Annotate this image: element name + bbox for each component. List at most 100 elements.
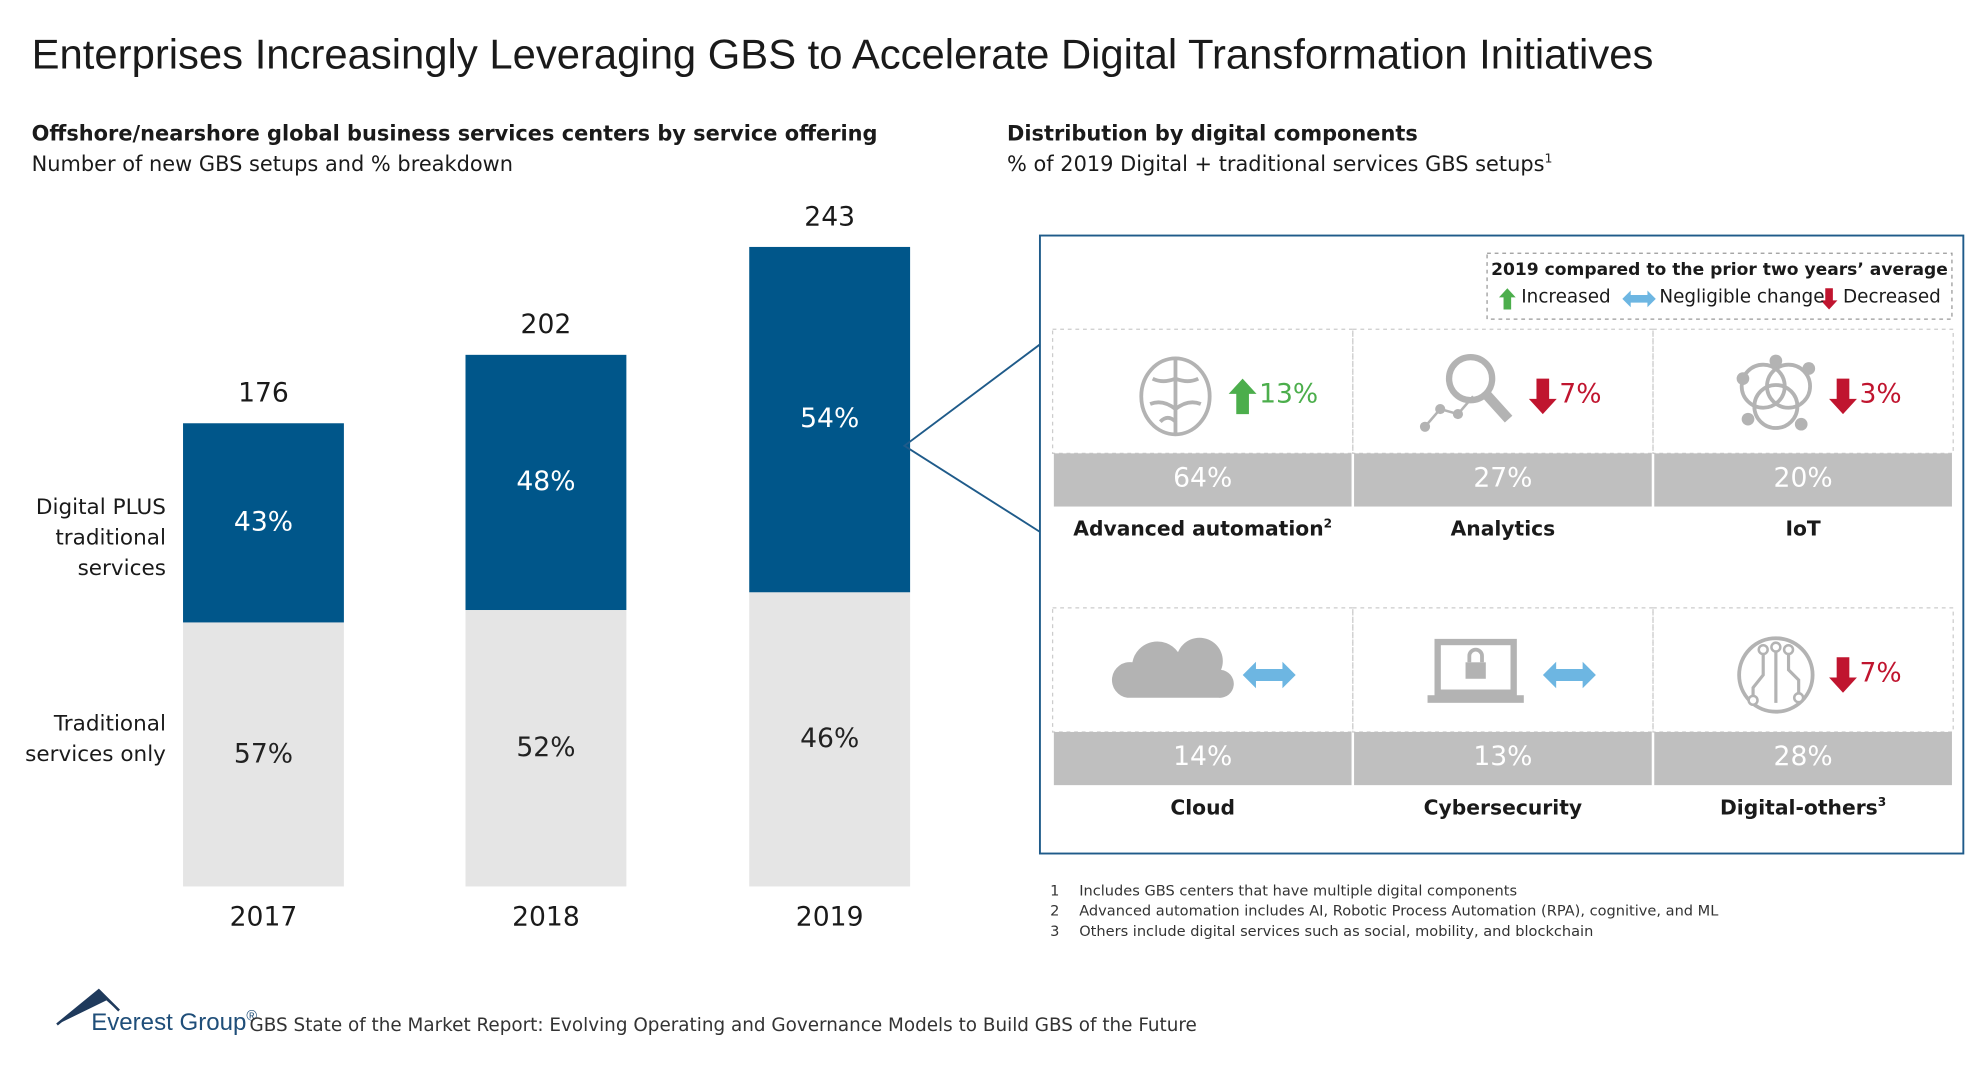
series-label: Traditional services only bbox=[25, 711, 166, 768]
share-band bbox=[1654, 453, 1952, 507]
icon-part bbox=[1752, 383, 1800, 430]
icon-part bbox=[1741, 412, 1755, 426]
item-icon bbox=[1427, 638, 1524, 703]
icon-part bbox=[1434, 638, 1517, 696]
share-band bbox=[1354, 731, 1652, 786]
share-label: 27% bbox=[1473, 462, 1533, 493]
item-name: Cybersecurity bbox=[1353, 795, 1653, 819]
share-band bbox=[1053, 731, 1352, 786]
share-label: 13% bbox=[1473, 740, 1533, 772]
share-label: 14% bbox=[1173, 740, 1233, 772]
item-icon bbox=[1111, 637, 1234, 698]
subtitle-text: % of 2019 Digital + traditional services… bbox=[1007, 151, 1545, 177]
icon-part bbox=[1769, 354, 1783, 368]
logo-line bbox=[56, 988, 120, 1026]
legend-label: Negligible change bbox=[1659, 287, 1825, 308]
footer-brand: Everest Group® bbox=[91, 1009, 257, 1037]
icon-part bbox=[1747, 694, 1759, 706]
icon-part bbox=[1737, 636, 1815, 714]
cell-border bbox=[1352, 328, 1654, 454]
cell-border bbox=[1051, 607, 1354, 733]
item-icon bbox=[1736, 354, 1816, 431]
icon-part bbox=[1149, 358, 1202, 435]
callout-line bbox=[902, 343, 1041, 533]
icon-part bbox=[1419, 421, 1431, 432]
share-band bbox=[1354, 453, 1652, 507]
item-note: 2 bbox=[1323, 517, 1333, 532]
item-icon bbox=[1419, 353, 1513, 432]
brand-mark: ® bbox=[246, 1009, 258, 1025]
panel-title: Distribution by digital components bbox=[1007, 121, 1418, 146]
bar-segment bbox=[183, 423, 344, 623]
x-tick-label: 2018 bbox=[512, 901, 580, 933]
item-name-text: Analytics bbox=[1450, 516, 1556, 541]
chart-subtitle: Number of new GBS setups and % breakdown bbox=[31, 151, 514, 177]
x-tick-label: 2017 bbox=[229, 901, 298, 933]
icon-part bbox=[1782, 643, 1795, 656]
item-name-text: IoT bbox=[1785, 516, 1821, 541]
item-name-text: Cybersecurity bbox=[1423, 795, 1583, 820]
bar-segment bbox=[749, 246, 911, 593]
subtitle-note: 1 bbox=[1544, 152, 1553, 167]
footnote-text: Others include digital services such as … bbox=[1079, 921, 1594, 940]
icon-part bbox=[1427, 695, 1524, 703]
icon-part bbox=[1757, 643, 1769, 656]
icon-part bbox=[1802, 362, 1816, 375]
share-label: 28% bbox=[1773, 740, 1833, 772]
footnote-number: 3 bbox=[1050, 921, 1060, 940]
value-label: 48% bbox=[516, 465, 576, 497]
footnote-text: Includes GBS centers that have multiple … bbox=[1079, 881, 1518, 900]
value-label: 57% bbox=[233, 737, 294, 769]
change-arrow bbox=[1829, 657, 1857, 693]
value-label: 54% bbox=[800, 403, 860, 434]
total-label: 202 bbox=[520, 309, 572, 340]
item-name: IoT bbox=[1653, 517, 1953, 541]
legend-label: Increased bbox=[1521, 287, 1611, 308]
change-arrow bbox=[1528, 378, 1557, 415]
item-name-text: Advanced automation bbox=[1073, 516, 1324, 541]
chart-title: Offshore/nearshore global business servi… bbox=[31, 121, 878, 146]
icon-part bbox=[1751, 647, 1801, 703]
item-name: Analytics bbox=[1353, 517, 1653, 541]
cell-border bbox=[1051, 328, 1354, 454]
change-label: 7% bbox=[1559, 378, 1602, 410]
bar-segment bbox=[465, 610, 627, 887]
change-arrow bbox=[1498, 288, 1516, 310]
cell-border bbox=[1352, 607, 1654, 733]
share-band bbox=[1654, 731, 1952, 786]
item-name: Digital-others3 bbox=[1653, 795, 1953, 819]
bar-segment bbox=[749, 592, 911, 887]
icon-part bbox=[1792, 692, 1805, 704]
legend-label: Decreased bbox=[1843, 287, 1941, 308]
change-arrow bbox=[1228, 378, 1257, 415]
icon-part bbox=[1424, 395, 1475, 428]
change-label: 3% bbox=[1859, 378, 1902, 410]
change-label: 13% bbox=[1259, 378, 1319, 410]
share-label: 20% bbox=[1773, 462, 1833, 493]
total-label: 243 bbox=[804, 201, 856, 232]
value-label: 43% bbox=[233, 506, 294, 537]
panel-subtitle: % of 2019 Digital + traditional services… bbox=[1007, 152, 1552, 176]
bar-segment bbox=[465, 354, 627, 611]
bar-segment bbox=[183, 622, 344, 887]
footnote-number: 2 bbox=[1050, 901, 1060, 920]
icon-part bbox=[1452, 409, 1464, 420]
legend-box bbox=[1486, 252, 1953, 320]
legend-title: 2019 compared to the prior two years’ av… bbox=[1491, 259, 1948, 280]
item-name-text: Digital-others bbox=[1719, 795, 1878, 820]
change-arrow bbox=[1542, 661, 1596, 689]
logo-mark bbox=[57, 990, 117, 1025]
item-name-text: Cloud bbox=[1170, 795, 1236, 820]
icon-part bbox=[1467, 647, 1484, 663]
item-name: Advanced automation2 bbox=[1053, 517, 1353, 541]
icon-part bbox=[1465, 662, 1486, 679]
value-label: 52% bbox=[516, 731, 576, 763]
total-label: 176 bbox=[238, 377, 289, 409]
share-label: 64% bbox=[1173, 462, 1233, 493]
item-icon bbox=[1737, 636, 1815, 714]
icon-part bbox=[1794, 417, 1808, 431]
item-name: Cloud bbox=[1053, 795, 1353, 819]
change-label: 7% bbox=[1859, 657, 1902, 688]
